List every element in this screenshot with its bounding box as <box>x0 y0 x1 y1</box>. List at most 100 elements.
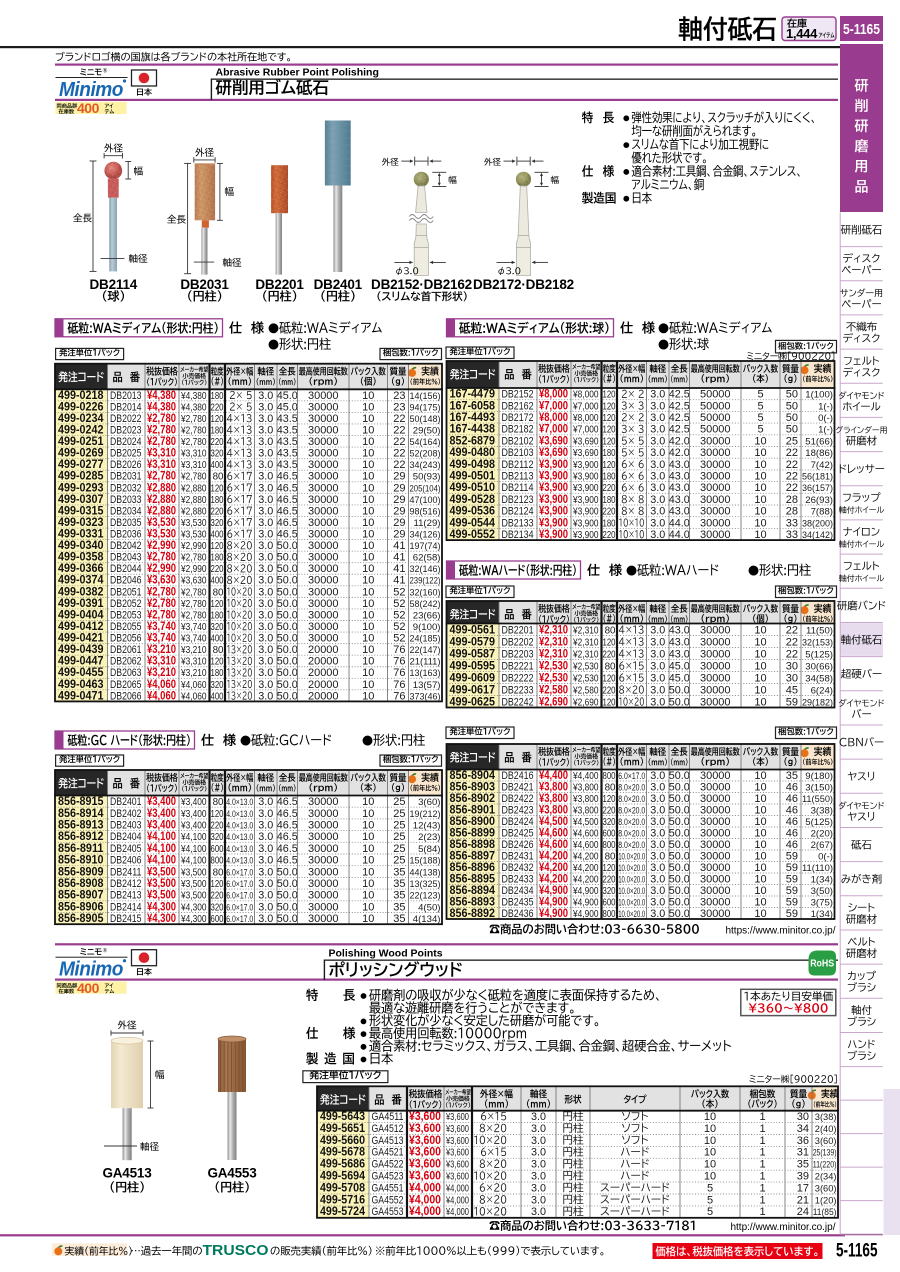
svg-text:50.0: 50.0 <box>277 552 298 564</box>
svg-text:GA4522: GA4522 <box>372 1159 404 1171</box>
svg-text:3.0: 3.0 <box>650 850 665 862</box>
svg-text:3.0: 3.0 <box>650 459 665 471</box>
svg-text:180: 180 <box>603 471 616 482</box>
svg-text:DB2031: DB2031 <box>180 277 229 292</box>
svg-text:30000: 30000 <box>308 459 339 471</box>
svg-text:50: 50 <box>786 412 798 424</box>
svg-text:¥3,400: ¥3,400 <box>180 820 207 831</box>
svg-text:5(84): 5(84) <box>418 844 440 855</box>
svg-text:28: 28 <box>786 506 798 518</box>
svg-text:10: 10 <box>362 878 374 890</box>
svg-text:499-5651: 499-5651 <box>320 1121 365 1135</box>
svg-text:80: 80 <box>213 587 224 598</box>
svg-text:DB2242: DB2242 <box>502 696 534 708</box>
svg-text:¥3,600: ¥3,600 <box>445 1160 469 1171</box>
svg-text:76: 76 <box>393 644 405 656</box>
svg-text:50.0: 50.0 <box>277 679 298 691</box>
svg-text:8.0×20.0: 8.0×20.0 <box>618 794 645 804</box>
svg-text:47(100): 47(100) <box>410 495 441 506</box>
svg-text:GA4552: GA4552 <box>372 1194 404 1206</box>
svg-text:499-0277: 499-0277 <box>58 457 104 471</box>
svg-text:¥3,500: ¥3,500 <box>147 876 176 890</box>
svg-text:¥3,310: ¥3,310 <box>147 446 176 460</box>
svg-text:DB2404: DB2404 <box>110 831 142 843</box>
svg-text:499-0374: 499-0374 <box>58 573 104 587</box>
svg-text:499-0234: 499-0234 <box>58 411 104 425</box>
svg-text:¥3,530: ¥3,530 <box>147 515 176 529</box>
svg-text:3.0: 3.0 <box>258 878 273 890</box>
svg-text:GA4553: GA4553 <box>372 1206 404 1218</box>
svg-text:76: 76 <box>393 656 405 668</box>
svg-text:DB2222: DB2222 <box>502 672 534 684</box>
svg-text:80: 80 <box>213 797 224 808</box>
svg-text:22: 22 <box>786 636 798 648</box>
svg-text:43.5: 43.5 <box>277 413 298 425</box>
svg-text:¥3,900: ¥3,900 <box>572 483 599 494</box>
svg-text:94(175): 94(175) <box>410 402 441 413</box>
svg-text:20000: 20000 <box>308 656 339 668</box>
svg-text:30000: 30000 <box>700 648 731 660</box>
svg-text:30000: 30000 <box>308 913 339 925</box>
svg-text:20000: 20000 <box>308 679 339 691</box>
svg-text:29: 29 <box>393 529 405 541</box>
svg-text:499-5708: 499-5708 <box>320 1180 365 1194</box>
svg-text:180: 180 <box>603 518 616 529</box>
svg-text:30000: 30000 <box>700 482 731 494</box>
svg-text:¥2,690: ¥2,690 <box>539 694 568 708</box>
svg-text:29: 29 <box>393 494 405 506</box>
svg-text:¥2,880: ¥2,880 <box>180 506 207 517</box>
svg-text:Minimo: Minimo <box>59 78 123 101</box>
svg-text:9(100): 9(100) <box>413 622 441 633</box>
svg-text:239(122): 239(122) <box>410 576 441 587</box>
svg-text:3.0: 3.0 <box>650 660 665 672</box>
svg-text:120: 120 <box>211 657 224 668</box>
svg-text:220: 220 <box>603 483 616 494</box>
svg-text:5-1165: 5-1165 <box>836 1241 878 1262</box>
svg-text:30000: 30000 <box>308 598 339 610</box>
svg-text:44(138): 44(138) <box>410 867 441 878</box>
svg-text:¥3,400: ¥3,400 <box>147 794 176 808</box>
svg-text:4(134): 4(134) <box>413 914 441 925</box>
svg-text:¥4,380: ¥4,380 <box>180 391 207 402</box>
svg-text:¥3,800: ¥3,800 <box>539 791 568 805</box>
svg-text:180: 180 <box>211 553 224 564</box>
svg-text:3.0: 3.0 <box>258 644 273 656</box>
svg-text:10: 10 <box>754 816 766 828</box>
svg-text:62(58): 62(58) <box>413 553 441 564</box>
svg-text:3.0: 3.0 <box>650 506 665 518</box>
svg-text:30000: 30000 <box>700 447 731 459</box>
svg-text:20000: 20000 <box>308 644 339 656</box>
svg-text:30000: 30000 <box>308 552 339 564</box>
svg-text:DB2412: DB2412 <box>110 878 142 890</box>
svg-text:30000: 30000 <box>308 586 339 598</box>
svg-text:400: 400 <box>211 634 224 645</box>
svg-text:¥4,200: ¥4,200 <box>539 848 568 862</box>
svg-text:¥4,060: ¥4,060 <box>147 688 176 702</box>
svg-text:50: 50 <box>786 424 798 436</box>
svg-text:3.0: 3.0 <box>531 1147 546 1159</box>
svg-text:22: 22 <box>786 447 798 459</box>
svg-text:8.0×20.0: 8.0×20.0 <box>618 782 645 792</box>
svg-text:120: 120 <box>603 460 616 471</box>
svg-text:10: 10 <box>362 448 374 460</box>
svg-text:¥3,900: ¥3,900 <box>572 530 599 541</box>
svg-text:¥3,690: ¥3,690 <box>539 445 568 459</box>
svg-text:DB2202: DB2202 <box>502 636 534 648</box>
svg-text:¥2,310: ¥2,310 <box>539 622 568 636</box>
svg-text:43.5: 43.5 <box>277 448 298 460</box>
svg-text:¥3,310: ¥3,310 <box>180 657 207 668</box>
svg-text:10: 10 <box>754 517 766 529</box>
svg-text:30000: 30000 <box>308 796 339 808</box>
svg-text:22: 22 <box>393 459 405 471</box>
svg-text:46.5: 46.5 <box>277 505 298 517</box>
svg-text:¥4,100: ¥4,100 <box>147 829 176 843</box>
svg-text:DB2025: DB2025 <box>110 448 142 460</box>
svg-text:¥3,310: ¥3,310 <box>147 457 176 471</box>
svg-text:10: 10 <box>362 471 374 483</box>
svg-text:35: 35 <box>393 890 405 902</box>
svg-text:10: 10 <box>362 819 374 831</box>
svg-text:3.0: 3.0 <box>650 435 665 447</box>
svg-text:¥2,780: ¥2,780 <box>180 587 207 598</box>
svg-text:6.0×17.0: 6.0×17.0 <box>226 879 253 889</box>
svg-text:DB2114: DB2114 <box>502 482 534 494</box>
